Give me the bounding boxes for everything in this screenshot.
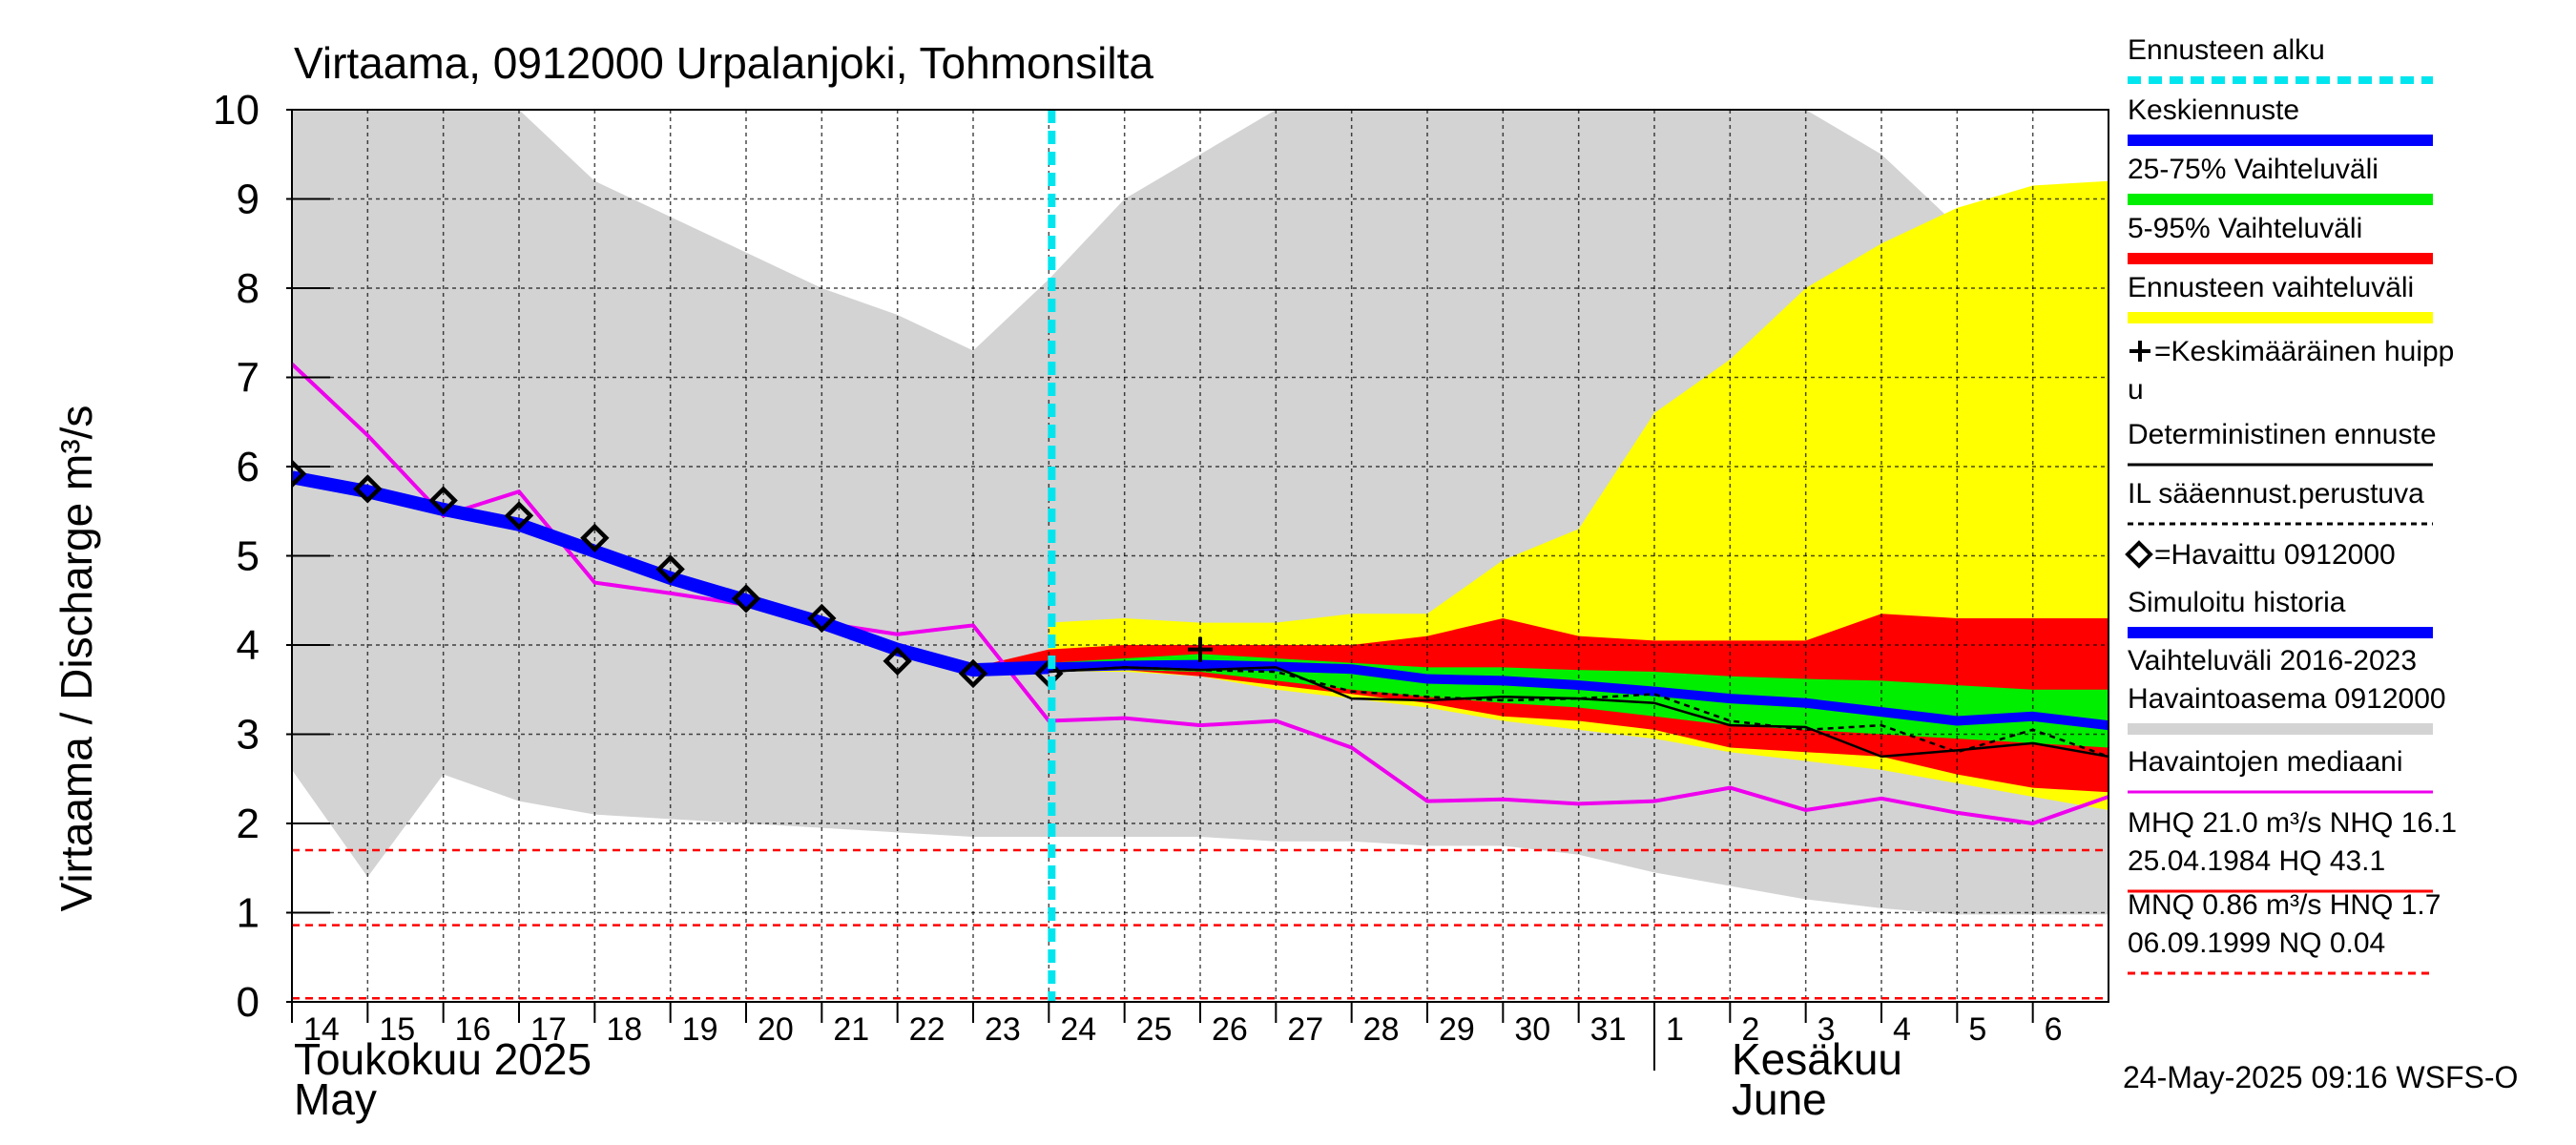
legend-item-simulated: Simuloitu historia xyxy=(2128,587,2433,638)
legend-label-line2: 25.04.1984 HQ 43.1 xyxy=(2128,845,2385,877)
x-tick-label: 27 xyxy=(1287,1011,1323,1048)
timestamp: 24-May-2025 09:16 WSFS-O xyxy=(2123,1060,2518,1094)
x-tick-label: 1 xyxy=(1666,1011,1684,1048)
x-tick-label: 26 xyxy=(1212,1011,1248,1048)
deterministic-forecast-line xyxy=(1049,666,2109,759)
x-tick-label: 15 xyxy=(379,1011,415,1048)
legend-item-range_25_75: 25-75% Vaihteluväli xyxy=(2128,154,2433,205)
month-label-june-en: June xyxy=(1732,1074,1827,1124)
legend-label: Deterministinen ennuste xyxy=(2128,419,2437,450)
y-tick-label: 0 xyxy=(237,979,260,1026)
il-forecast-line xyxy=(1049,666,2109,759)
y-tick-label: 10 xyxy=(213,87,260,134)
observed-point xyxy=(655,554,685,584)
legend-item-mnq: MNQ 0.86 m³/s HNQ 1.7 06.09.1999 NQ 0.04 xyxy=(2128,889,2441,975)
observed-point xyxy=(958,658,988,689)
observed-point xyxy=(883,646,912,677)
legend-label: Ennusteen vaihteluväli xyxy=(2128,272,2414,303)
x-tick-label: 19 xyxy=(682,1011,718,1048)
legend-item-forecast_range: Ennusteen vaihteluväli xyxy=(2128,272,2433,323)
x-tick-label: 23 xyxy=(985,1011,1021,1048)
legend-item-deterministic: Deterministinen ennuste xyxy=(2128,419,2437,467)
legend-item-hist_range: Vaihteluväli 2016-2023 Havaintoasema 091… xyxy=(2128,645,2446,735)
legend-item-observed: =Havaittu 0912000 xyxy=(2125,539,2396,571)
observed-point xyxy=(292,459,307,489)
x-tick-label: 21 xyxy=(833,1011,869,1048)
y-tick-label: 8 xyxy=(237,265,260,312)
legend-label-line2: 06.09.1999 NQ 0.04 xyxy=(2128,927,2385,959)
legend-label: =Keskimääräinen huipp xyxy=(2154,336,2454,367)
x-tick-label: 14 xyxy=(303,1011,340,1048)
legend-item-range_5_95: 5-95% Vaihteluväli xyxy=(2128,213,2433,264)
y-tick-label: 4 xyxy=(237,622,260,669)
x-tick-label: 6 xyxy=(2045,1011,2063,1048)
observed-points xyxy=(292,459,1064,689)
x-tick-label: 16 xyxy=(455,1011,491,1048)
x-tick-label: 5 xyxy=(1968,1011,1986,1048)
legend-label: MHQ 21.0 m³/s NHQ 16.1 xyxy=(2128,807,2457,839)
grid xyxy=(292,110,2109,1002)
plot-area xyxy=(292,110,2109,1002)
month-label-may-en: May xyxy=(294,1074,377,1124)
legend-item-obs_median: Havaintojen mediaani xyxy=(2128,746,2433,794)
legend-diamond xyxy=(2125,540,2153,569)
legend-label: 5-95% Vaihteluväli xyxy=(2128,213,2362,244)
y-tick-label: 5 xyxy=(237,533,260,580)
legend-label: Vaihteluväli 2016-2023 xyxy=(2128,645,2417,677)
mean-forecast-line xyxy=(1049,659,2109,731)
legend-label: IL sääennust.perustuva xyxy=(2128,478,2424,510)
x-tick-label: 29 xyxy=(1439,1011,1475,1048)
y-tick-label: 1 xyxy=(237,890,260,937)
x-tick-label: 24 xyxy=(1060,1011,1096,1048)
legend-label: =Havaittu 0912000 xyxy=(2154,539,2396,571)
y-tick-label: 3 xyxy=(237,712,260,759)
x-tick-label: 3 xyxy=(1818,1011,1836,1048)
legend-label: Ennusteen alku xyxy=(2128,34,2325,66)
legend-label: MNQ 0.86 m³/s HNQ 1.7 xyxy=(2128,889,2441,921)
y-axis-label: Virtaama / Discharge m³/s xyxy=(52,406,101,912)
legend-label-line2: Havaintoasema 0912000 xyxy=(2128,683,2446,715)
observed-point xyxy=(504,501,534,531)
legend-item-mean_peak: =Keskimääräinen huipp u xyxy=(2128,336,2454,406)
month-label-june-fi: Kesäkuu xyxy=(1732,1034,1902,1084)
observation-median-line xyxy=(292,363,2109,825)
legend: Ennusteen alku Keskiennuste 25-75% Vaihtel… xyxy=(2125,34,2457,975)
legend-item-mean_forecast: Keskiennuste xyxy=(2128,94,2433,146)
legend-label: Havaintojen mediaani xyxy=(2128,746,2403,778)
observed-point xyxy=(353,474,383,504)
y-tick-label: 9 xyxy=(237,177,260,223)
y-tick-label: 2 xyxy=(237,801,260,847)
x-tick-label: 30 xyxy=(1514,1011,1550,1048)
legend-label: Keskiennuste xyxy=(2128,94,2299,126)
x-tick-label: 4 xyxy=(1893,1011,1911,1048)
x-tick-label: 25 xyxy=(1136,1011,1173,1048)
observed-point xyxy=(807,603,837,634)
legend-label: Simuloitu historia xyxy=(2128,587,2346,618)
observed-point xyxy=(731,584,761,614)
x-tick-label: 28 xyxy=(1363,1011,1400,1048)
legend-item-mhq: MHQ 21.0 m³/s NHQ 16.1 25.04.1984 HQ 43.1 xyxy=(2128,807,2457,893)
x-tick-label: 22 xyxy=(909,1011,945,1048)
mean-peak-marker xyxy=(1188,636,1213,662)
x-tick-label: 31 xyxy=(1590,1011,1627,1048)
chart-title: Virtaama, 0912000 Urpalanjoki, Tohmonsil… xyxy=(294,38,1153,88)
legend-item-il_based: IL sääennust.perustuva xyxy=(2128,478,2433,526)
x-tick-label: 2 xyxy=(1741,1011,1759,1048)
y-tick-label: 6 xyxy=(237,444,260,490)
legend-item-forecast_start: Ennusteen alku xyxy=(2128,34,2433,84)
y-tick-label: 7 xyxy=(237,355,260,402)
legend-label: 25-75% Vaihteluväli xyxy=(2128,154,2379,185)
month-label-may-fi: Toukokuu 2025 xyxy=(294,1034,592,1084)
x-tick-label: 17 xyxy=(530,1011,567,1048)
x-tick-label: 18 xyxy=(606,1011,642,1048)
legend-label-wrap: u xyxy=(2128,374,2144,406)
observed-point xyxy=(428,486,458,515)
observed-point xyxy=(580,523,610,552)
x-tick-label: 20 xyxy=(758,1011,794,1048)
